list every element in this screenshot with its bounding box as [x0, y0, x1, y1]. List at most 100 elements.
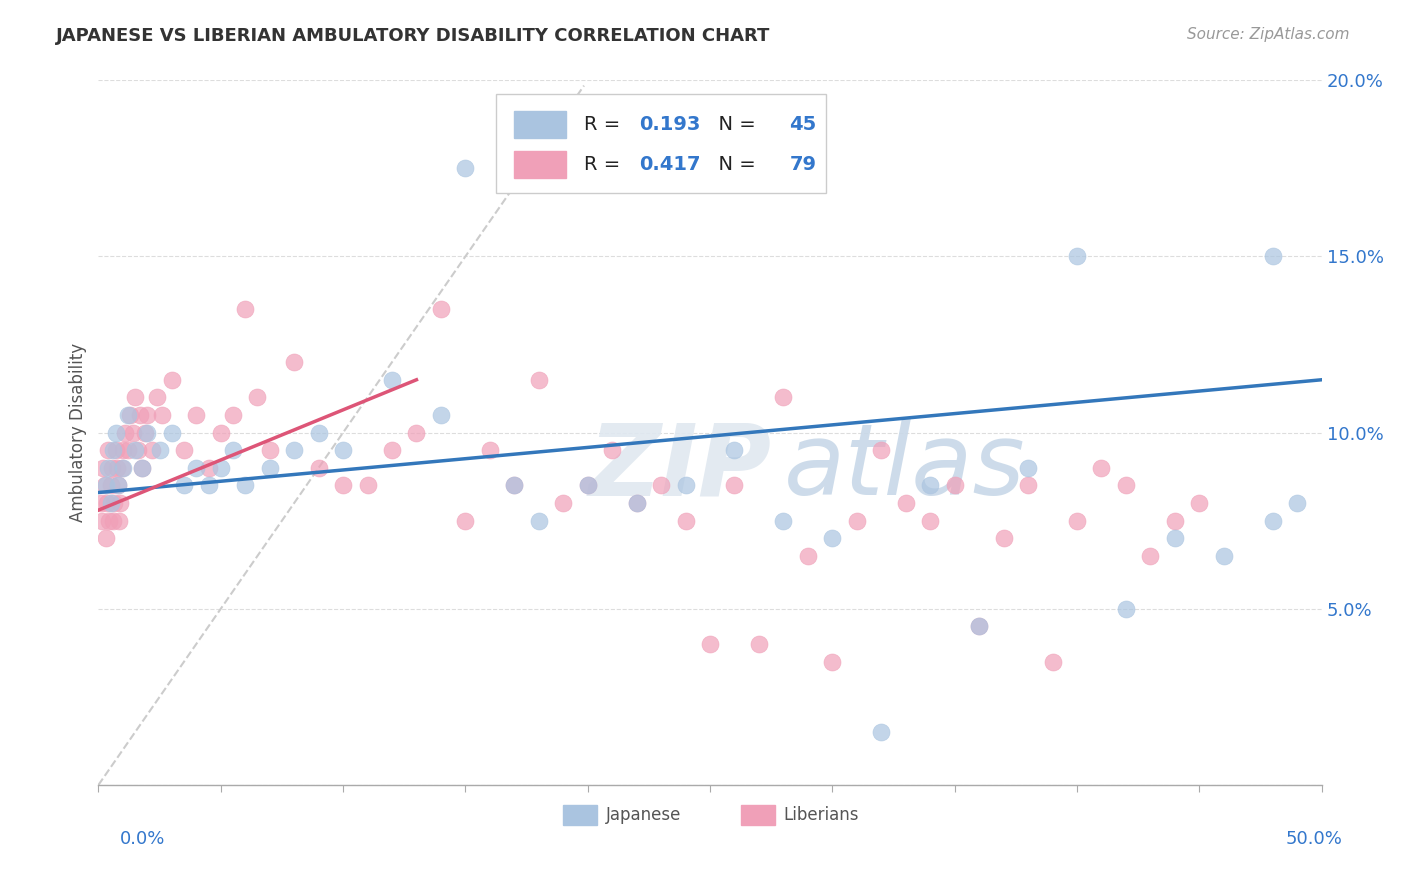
- Point: [117, 408, 139, 422]
- Point: [920, 514, 942, 528]
- Point: [381, 373, 404, 387]
- Point: [1090, 461, 1112, 475]
- Text: 0.0%: 0.0%: [120, 830, 165, 847]
- Text: N =: N =: [706, 155, 762, 174]
- Point: [173, 443, 195, 458]
- Point: [111, 461, 134, 475]
- Bar: [564, 805, 598, 825]
- Point: [121, 425, 143, 440]
- Point: [772, 514, 794, 528]
- Point: [222, 408, 245, 422]
- Point: [503, 478, 526, 492]
- Point: [97, 461, 120, 475]
- Point: [626, 496, 648, 510]
- Point: [1286, 496, 1309, 510]
- Point: [723, 478, 745, 492]
- Point: [748, 637, 770, 651]
- Point: [110, 496, 132, 510]
- Point: [870, 443, 893, 458]
- Point: [430, 408, 453, 422]
- Point: [405, 425, 427, 440]
- Text: 0.417: 0.417: [640, 155, 700, 174]
- Point: [797, 549, 820, 563]
- Point: [1164, 514, 1187, 528]
- Bar: [515, 152, 565, 178]
- Point: [1164, 532, 1187, 546]
- Y-axis label: Ambulatory Disability: Ambulatory Disability: [69, 343, 87, 522]
- Point: [150, 408, 173, 422]
- Text: 0.193: 0.193: [640, 115, 700, 134]
- Point: [1261, 250, 1284, 264]
- Point: [920, 478, 942, 492]
- Point: [186, 408, 208, 422]
- Point: [308, 461, 330, 475]
- Point: [1115, 478, 1137, 492]
- Point: [894, 496, 917, 510]
- Point: [527, 373, 550, 387]
- Point: [356, 478, 378, 492]
- Point: [233, 478, 256, 492]
- Point: [186, 461, 208, 475]
- Point: [90, 496, 112, 510]
- Point: [222, 443, 245, 458]
- Point: [993, 532, 1015, 546]
- Point: [104, 425, 127, 440]
- Point: [127, 443, 149, 458]
- Text: JAPANESE VS LIBERIAN AMBULATORY DISABILITY CORRELATION CHART: JAPANESE VS LIBERIAN AMBULATORY DISABILI…: [56, 27, 770, 45]
- Point: [454, 161, 477, 176]
- Point: [527, 514, 550, 528]
- Point: [94, 532, 117, 546]
- Point: [107, 478, 129, 492]
- Point: [108, 514, 131, 528]
- Point: [120, 408, 142, 422]
- Point: [134, 425, 156, 440]
- Point: [1139, 549, 1161, 563]
- Point: [576, 478, 599, 492]
- Point: [650, 478, 672, 492]
- Text: R =: R =: [583, 155, 627, 174]
- Point: [209, 461, 232, 475]
- Point: [107, 478, 129, 492]
- Point: [723, 443, 745, 458]
- Point: [173, 478, 195, 492]
- Point: [943, 478, 966, 492]
- Point: [91, 461, 114, 475]
- Point: [503, 478, 526, 492]
- FancyBboxPatch shape: [496, 95, 827, 193]
- Point: [149, 443, 172, 458]
- Point: [104, 443, 127, 458]
- Point: [103, 496, 125, 510]
- Point: [233, 302, 256, 317]
- Point: [1115, 601, 1137, 615]
- Point: [97, 443, 120, 458]
- Point: [870, 725, 893, 739]
- Text: R =: R =: [583, 115, 627, 134]
- Point: [197, 478, 219, 492]
- Point: [259, 443, 281, 458]
- Point: [675, 478, 697, 492]
- Point: [101, 443, 124, 458]
- Point: [845, 514, 868, 528]
- Text: Liberians: Liberians: [783, 806, 859, 824]
- Point: [141, 443, 163, 458]
- Point: [1188, 496, 1211, 510]
- Point: [101, 461, 124, 475]
- Point: [699, 637, 721, 651]
- Point: [967, 619, 990, 633]
- Point: [129, 408, 152, 422]
- Text: Japanese: Japanese: [606, 806, 682, 824]
- Point: [821, 655, 844, 669]
- Point: [1212, 549, 1234, 563]
- Point: [136, 408, 159, 422]
- Point: [136, 425, 159, 440]
- Point: [131, 461, 153, 475]
- Point: [98, 514, 121, 528]
- Point: [626, 496, 648, 510]
- Point: [111, 461, 134, 475]
- Point: [332, 478, 354, 492]
- Point: [1066, 250, 1088, 264]
- Point: [1017, 478, 1039, 492]
- Bar: [515, 112, 565, 138]
- Point: [131, 461, 153, 475]
- Point: [308, 425, 330, 440]
